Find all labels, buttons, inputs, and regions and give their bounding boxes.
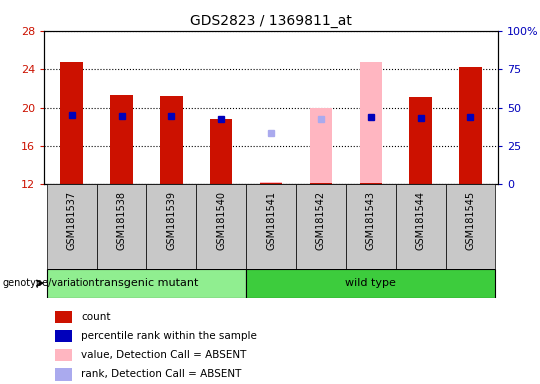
Text: GSM181539: GSM181539 <box>166 191 177 250</box>
Bar <box>60 62 83 184</box>
Bar <box>110 95 133 184</box>
Bar <box>296 184 346 269</box>
Bar <box>360 62 382 184</box>
Bar <box>310 108 332 184</box>
Bar <box>346 184 396 269</box>
Bar <box>459 67 482 184</box>
Text: wild type: wild type <box>346 278 396 288</box>
Bar <box>246 184 296 269</box>
Bar <box>409 97 432 184</box>
Bar <box>260 182 282 184</box>
Bar <box>396 184 446 269</box>
Text: rank, Detection Call = ABSENT: rank, Detection Call = ABSENT <box>81 369 241 379</box>
Text: genotype/variation: genotype/variation <box>3 278 96 288</box>
Bar <box>146 184 197 269</box>
Text: percentile rank within the sample: percentile rank within the sample <box>81 331 257 341</box>
Bar <box>47 184 97 269</box>
Bar <box>160 96 183 184</box>
Text: GSM181544: GSM181544 <box>416 191 426 250</box>
Bar <box>55 330 72 342</box>
Text: GSM181542: GSM181542 <box>316 191 326 250</box>
Text: value, Detection Call = ABSENT: value, Detection Call = ABSENT <box>81 350 246 360</box>
Text: GSM181541: GSM181541 <box>266 191 276 250</box>
Text: transgenic mutant: transgenic mutant <box>95 278 198 288</box>
Text: GSM181545: GSM181545 <box>465 191 475 250</box>
Text: GSM181540: GSM181540 <box>216 191 226 250</box>
Text: GSM181543: GSM181543 <box>366 191 376 250</box>
Text: GSM181538: GSM181538 <box>117 191 126 250</box>
Text: count: count <box>81 312 111 322</box>
Bar <box>446 184 495 269</box>
Bar <box>55 368 72 381</box>
Text: GSM181537: GSM181537 <box>67 191 77 250</box>
Bar <box>47 269 246 298</box>
Bar <box>97 184 146 269</box>
Bar <box>55 311 72 323</box>
Bar <box>197 184 246 269</box>
Bar <box>55 349 72 361</box>
Title: GDS2823 / 1369811_at: GDS2823 / 1369811_at <box>190 14 352 28</box>
Bar <box>210 119 232 184</box>
Bar <box>246 269 495 298</box>
